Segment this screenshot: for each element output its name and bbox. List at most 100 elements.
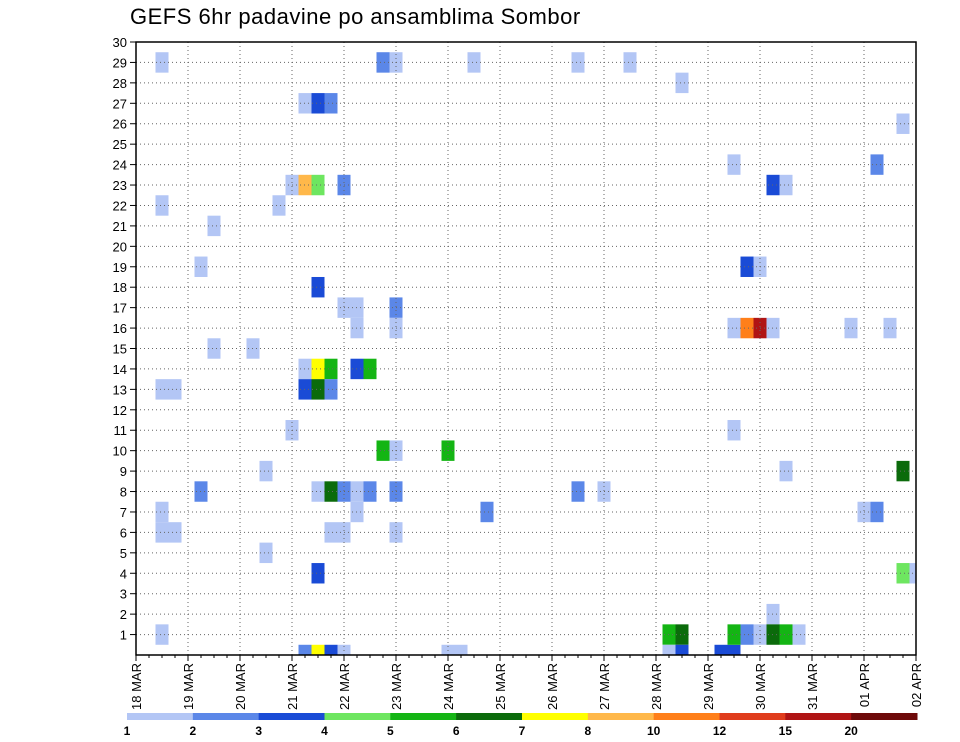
heatmap-cell: [155, 52, 169, 73]
heatmap-cell: [727, 317, 741, 339]
heatmap-cell: [675, 624, 689, 645]
colorbar-label: 6: [453, 724, 460, 738]
colorbar: 1 2 3 4 5 6 7 8 10 12 15 20: [124, 713, 918, 738]
y-tick-label: 15: [113, 342, 127, 357]
heatmap-cell: [259, 460, 273, 482]
heatmap-cell: [207, 215, 221, 237]
colorbar-label: 8: [584, 724, 591, 738]
x-tick-label: 28 MAR: [649, 663, 664, 710]
y-tick-label: 7: [120, 505, 127, 520]
heatmap-cell: [155, 624, 169, 645]
heatmap-cell: [311, 563, 325, 584]
y-tick-label: 13: [113, 382, 127, 397]
heatmap-cell: [311, 93, 325, 114]
heatmap-cell: [727, 644, 741, 655]
y-tick-label: 5: [120, 546, 127, 561]
heatmap-cell: [792, 624, 806, 645]
heatmap-cell: [324, 644, 338, 655]
colorbar-swatch: [785, 713, 852, 720]
heatmap-cell: [324, 522, 338, 543]
heatmap-cell: [311, 174, 325, 196]
x-tick-label: 27 MAR: [597, 663, 612, 710]
heatmap-cell: [376, 440, 390, 461]
colorbar-label: 10: [647, 724, 661, 738]
heatmap-cell: [571, 52, 585, 73]
heatmap-cell: [155, 195, 169, 216]
colorbar-swatch: [456, 713, 523, 720]
colorbar-swatch: [851, 713, 918, 720]
heatmap-cell: [623, 52, 637, 73]
x-tick-label: 24 MAR: [441, 663, 456, 710]
heatmap-cell: [324, 93, 338, 114]
x-axis: 18 MAR 19 MAR 20 MAR 21 MAR 22 MAR 23 MAR 24 M…: [129, 655, 924, 710]
colorbar-swatch: [390, 713, 457, 720]
heatmap-cell: [740, 317, 754, 339]
colorbar-label: 7: [519, 724, 526, 738]
colorbar-swatch: [127, 713, 194, 720]
heatmap-cell: [168, 522, 182, 543]
heatmap-cell: [896, 563, 910, 584]
y-tick-label: 12: [113, 403, 127, 418]
colorbar-swatch: [258, 713, 325, 720]
y-tick-label: 8: [120, 485, 127, 500]
y-tick-label: 21: [113, 219, 127, 234]
heatmap-cell: [675, 644, 689, 655]
x-tick-label: 30 MAR: [753, 663, 768, 710]
colorbar-label: 4: [321, 724, 328, 738]
heatmap-cell: [298, 644, 312, 655]
y-tick-label: 6: [120, 525, 127, 540]
heatmap-cell: [740, 624, 754, 645]
y-tick-label: 2: [120, 607, 127, 622]
colorbar-label: 12: [713, 724, 727, 738]
heatmap-cell: [363, 358, 377, 380]
colorbar-swatch: [653, 713, 720, 720]
y-tick-label: 3: [120, 587, 127, 602]
heatmap-cell: [480, 501, 494, 523]
heatmap-cell: [155, 379, 169, 400]
y-tick-label: 19: [113, 260, 127, 275]
y-tick-label: 16: [113, 321, 127, 336]
heatmap-cell: [324, 379, 338, 400]
colorbar-swatch: [587, 713, 655, 720]
y-tick-label: 26: [113, 117, 127, 132]
heatmap-cell: [311, 358, 325, 380]
heatmap-cell: [467, 52, 481, 73]
heatmap-cell: [675, 72, 689, 94]
y-tick-label: 11: [114, 423, 128, 438]
heatmap-cell: [441, 644, 455, 655]
x-tick-label: 19 MAR: [181, 663, 196, 710]
x-tick-label: 21 MAR: [285, 663, 300, 710]
colorbar-label: 2: [189, 724, 196, 738]
y-tick-label: 24: [113, 158, 127, 173]
heatmap-cell: [662, 644, 676, 655]
y-tick-label: 14: [113, 362, 127, 377]
y-tick-label: 22: [113, 198, 127, 213]
colorbar-label: 5: [387, 724, 394, 738]
heatmap-cell: [844, 317, 858, 339]
heatmap-cell: [779, 174, 793, 196]
grid-lines: [136, 42, 916, 655]
x-tick-label: 26 MAR: [545, 663, 560, 710]
heatmap-cell: [571, 481, 585, 502]
colorbar-label: 1: [124, 724, 131, 738]
heatmap-cell: [324, 481, 338, 502]
y-tick-label: 18: [113, 280, 127, 295]
heatmap-cells: [155, 52, 916, 655]
y-tick-label: 4: [120, 566, 127, 581]
y-tick-label: 1: [120, 628, 127, 643]
colorbar-label: 15: [779, 724, 793, 738]
y-tick-label: 29: [113, 55, 127, 70]
x-tick-label: 02 APR: [909, 663, 924, 707]
heatmap-cell: [311, 481, 325, 502]
heatmap-cell: [727, 420, 741, 441]
heatmap-cell: [727, 154, 741, 175]
colorbar-swatch: [324, 713, 391, 720]
x-tick-label: 22 MAR: [337, 663, 352, 710]
colorbar-label: 3: [255, 724, 262, 738]
y-tick-label: 17: [113, 301, 127, 316]
x-tick-label: 20 MAR: [233, 663, 248, 710]
x-tick-label: 01 APR: [857, 663, 872, 707]
heatmap-cell: [155, 522, 169, 543]
heatmap-cell: [155, 501, 169, 523]
